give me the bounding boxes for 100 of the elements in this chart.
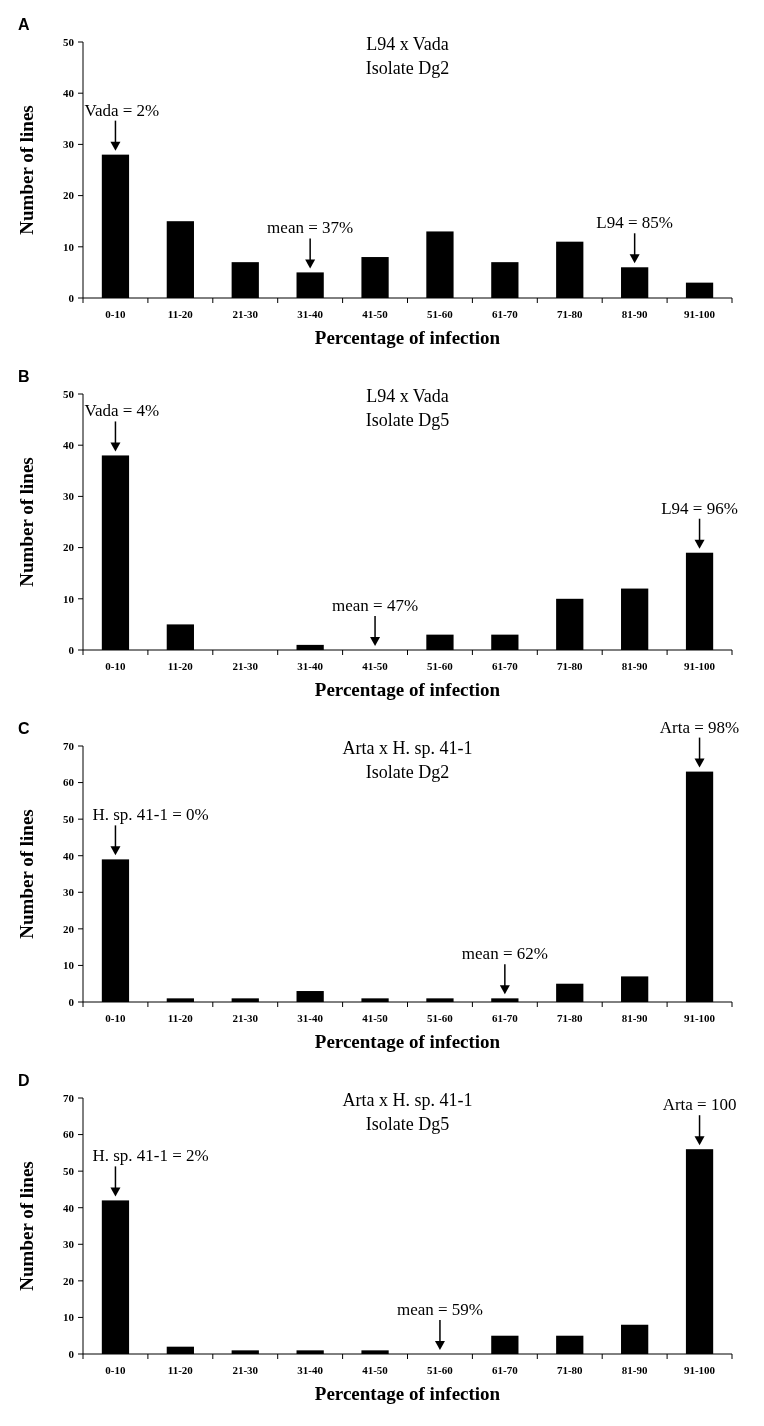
x-tick-label: 11-20 [167,660,194,672]
y-tick-label: 40 [63,439,75,452]
x-tick-label: 51-60 [427,1364,454,1376]
x-tick-label: 81-90 [621,1364,648,1376]
x-tick-label: 81-90 [621,308,648,320]
x-tick-label: 71-80 [556,660,584,672]
x-tick-label: 91-100 [683,1012,716,1024]
y-tick-label: 0 [68,995,75,1008]
text: Isolate Dg2 [365,58,450,78]
x-tick-label: 41-50 [362,308,389,320]
y-tick-label: 30 [63,490,75,503]
x-tick-label: 21-30 [232,660,259,672]
annotation: mean = 47% [332,596,419,615]
y-tick-label: 0 [68,291,75,304]
annotation: mean = 59% [396,1300,483,1319]
x-axis-title: Percentage of infection [314,327,501,348]
x-tick-label: 0-10 [105,660,127,672]
y-tick-label: 50 [63,812,75,825]
y-tick-label: 10 [63,592,75,605]
x-tick-label: 71-80 [556,1364,584,1376]
y-tick-label: 50 [63,1164,75,1177]
x-tick-label: 61-70 [492,1012,519,1024]
y-tick-label: 30 [63,138,75,151]
annotation: mean = 62% [461,944,548,964]
x-tick-label: 71-80 [556,1012,584,1024]
chart-title: Arta x H. sp. 41-1 [342,1090,473,1110]
chart-title: L94 x Vada [366,34,449,54]
x-tick-label: 51-60 [427,660,454,672]
text: C [18,720,30,737]
annotation: mean = 37% [267,218,354,238]
x-tick-label: 21-30 [232,1364,259,1376]
text: D [18,1072,30,1089]
y-axis-title: Number of lines [16,809,37,939]
x-tick-label: 31-40 [297,1012,324,1024]
x-tick-label: 71-80 [556,308,584,320]
x-tick-label: 11-20 [167,308,194,320]
x-tick-label: 61-70 [492,660,519,672]
annotation: Arta = 100 [662,1095,737,1115]
annotation: L94 = 96% [661,498,738,518]
annotation: Vada = 2% [84,100,160,120]
text: Isolate Dg5 [365,410,450,430]
x-axis-title: Percentage of infection [314,1031,501,1052]
annotation: Vada = 4% [84,401,160,421]
annotation: H. sp. 41-1 = 2% [92,1146,209,1166]
x-axis-title: Percentage of infection [314,679,501,700]
x-tick-label: 61-70 [492,308,519,320]
y-tick-label: 70 [63,1091,75,1104]
x-tick-label: 31-40 [297,1364,324,1376]
y-tick-label: 20 [63,189,75,202]
x-tick-label: 61-70 [492,1364,519,1376]
x-tick-label: 81-90 [621,1012,648,1024]
text: Isolate Dg2 [365,762,450,782]
y-tick-label: 50 [63,35,75,48]
x-tick-label: 0-10 [105,1364,127,1376]
chart-title: L94 x Vada [366,386,449,406]
x-tick-label: 91-100 [683,1364,716,1376]
x-tick-label: 11-20 [167,1012,194,1024]
x-tick-label: 11-20 [167,1364,194,1376]
y-tick-label: 10 [63,240,75,253]
y-tick-label: 50 [63,387,75,400]
x-tick-label: 0-10 [105,1012,127,1024]
y-tick-label: 20 [63,922,75,935]
annotation: H. sp. 41-1 = 0% [92,805,209,825]
x-tick-label: 41-50 [362,1012,389,1024]
text: B [18,368,30,385]
x-tick-label: 51-60 [427,1012,454,1024]
x-tick-label: 91-100 [683,660,716,672]
x-tick-label: 31-40 [297,308,324,320]
x-tick-label: 21-30 [232,308,259,320]
chart-title: Arta x H. sp. 41-1 [342,738,473,758]
annotation: L94 = 85% [596,213,673,233]
y-tick-label: 20 [63,541,75,554]
y-tick-label: 40 [63,849,75,862]
annotation: Arta = 98% [659,717,740,737]
x-tick-label: 91-100 [683,308,716,320]
text: Isolate Dg5 [365,1114,450,1134]
x-tick-label: 41-50 [362,1364,389,1376]
x-axis-title: Percentage of infection [314,1383,501,1404]
x-tick-label: 0-10 [105,308,127,320]
x-tick-label: 31-40 [297,660,324,672]
y-tick-label: 10 [63,1311,75,1324]
y-tick-label: 60 [63,776,75,789]
y-axis-title: Number of lines [16,1161,37,1291]
y-tick-label: 10 [63,959,75,972]
y-tick-label: 30 [63,1238,75,1251]
x-tick-label: 81-90 [621,660,648,672]
y-tick-label: 0 [68,1347,75,1360]
x-tick-label: 21-30 [232,1012,259,1024]
y-tick-label: 60 [63,1128,75,1141]
y-axis-title: Number of lines [16,457,37,587]
x-tick-label: 51-60 [427,308,454,320]
y-tick-label: 70 [63,739,75,752]
y-tick-label: 0 [68,643,75,656]
y-axis-title: Number of lines [16,105,37,235]
text: A [18,16,30,33]
x-tick-label: 41-50 [362,660,389,672]
y-tick-label: 20 [63,1274,75,1287]
y-tick-label: 30 [63,886,75,899]
y-tick-label: 40 [63,1201,75,1214]
y-tick-label: 40 [63,87,75,100]
